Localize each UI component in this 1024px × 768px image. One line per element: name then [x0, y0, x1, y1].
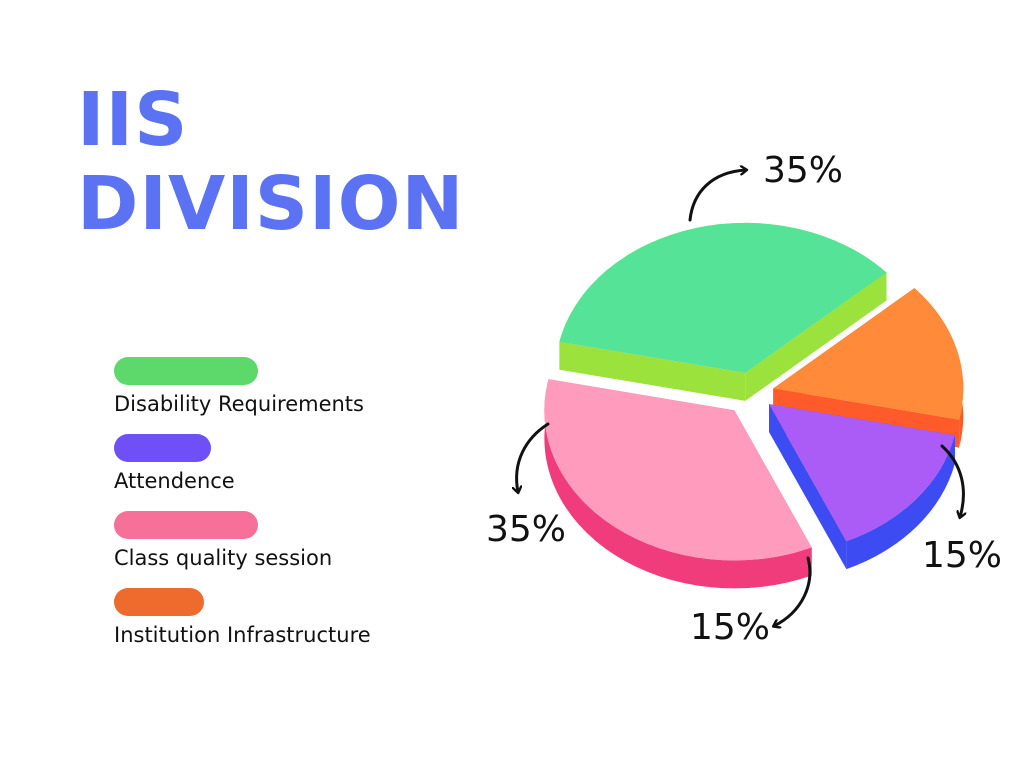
legend-item: Disability Requirements	[114, 357, 444, 434]
pie-slice-side	[544, 379, 812, 589]
arrow-icon	[517, 422, 550, 492]
arrow-icon	[688, 170, 746, 222]
legend-label: Institution Infrastructure	[114, 623, 371, 647]
legend-label: Class quality session	[114, 546, 333, 570]
page-title: IIS DIVISION	[77, 78, 464, 246]
pie-slice-highlight	[559, 222, 887, 373]
legend-swatch	[114, 357, 258, 385]
pie-slice-highlight	[769, 404, 955, 542]
chart-legend: Disability Requirements Attendence Class…	[114, 357, 444, 665]
pie-slice-highlight	[773, 288, 964, 420]
pie-slice	[769, 404, 955, 542]
arrow-icon	[940, 444, 963, 517]
legend-label: Disability Requirements	[114, 392, 364, 416]
legend-swatch	[114, 434, 211, 462]
slice-value-label: 15%	[922, 535, 1002, 576]
pie-slice-side	[846, 435, 955, 570]
pie-slice-highlight	[544, 379, 812, 561]
arrow-icon	[774, 556, 812, 626]
pie-slice	[773, 288, 964, 420]
legend-swatch	[114, 511, 258, 539]
pie-slice-side	[559, 341, 746, 401]
pie-slice	[559, 222, 887, 373]
slice-value-label: 35%	[763, 150, 843, 191]
legend-item: Class quality session	[114, 511, 444, 588]
title-line-2: DIVISION	[77, 161, 465, 247]
legend-item: Attendence	[114, 434, 444, 511]
slice-value-label: 35%	[486, 509, 566, 550]
title-line-1: IIS	[77, 77, 189, 163]
legend-label: Attendence	[114, 469, 235, 493]
pie-slice-side	[745, 272, 887, 401]
slice-value-label: 15%	[690, 607, 770, 648]
pie-slice-side	[769, 404, 847, 570]
legend-swatch	[114, 588, 204, 616]
legend-item: Institution Infrastructure	[114, 588, 444, 665]
pie-slice	[544, 379, 812, 561]
